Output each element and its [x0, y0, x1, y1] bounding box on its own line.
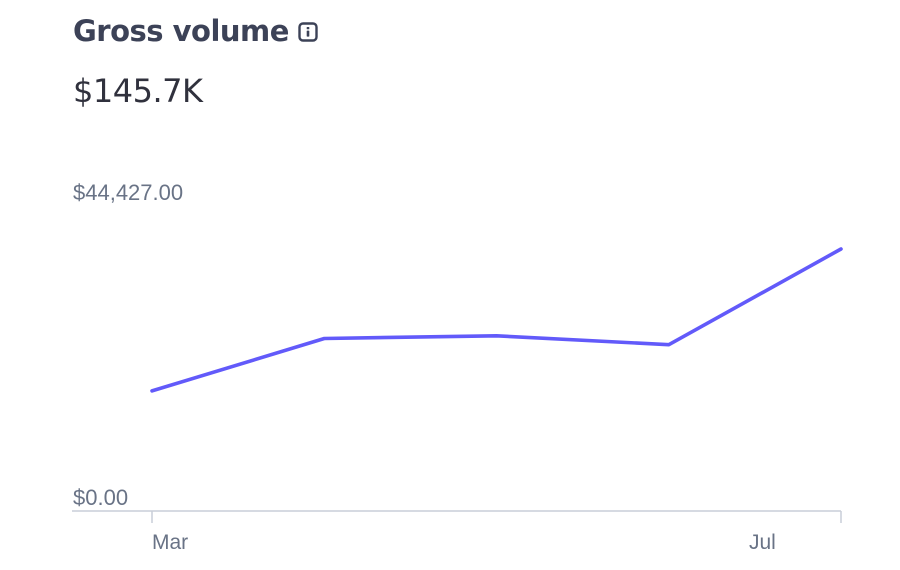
series-line-gross-volume — [150, 247, 843, 393]
chart-header: Gross volume — [73, 14, 318, 48]
y-tick-label-max: $44,427.00 — [73, 180, 184, 205]
info-icon[interactable] — [298, 22, 318, 42]
y-tick-label-min: $0.00 — [73, 485, 129, 510]
chart-title: Gross volume — [73, 14, 289, 48]
x-tick-label-mar: Mar — [152, 531, 189, 554]
x-tick-label-jul: Jul — [749, 531, 776, 554]
total-amount: $145.7K — [73, 72, 203, 110]
